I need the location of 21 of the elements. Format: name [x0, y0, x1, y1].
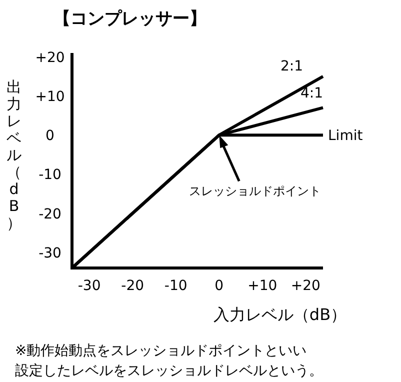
x-tick-label: +20 — [290, 278, 320, 294]
x-axis-title: 入力レベル（dB） — [213, 305, 347, 324]
text: 設定したレベルをスレッショルドレベルという。 — [15, 363, 323, 379]
y-tick-label: -10 — [38, 167, 62, 184]
x-tick-label: 0 — [214, 278, 224, 294]
series-label: 2:1 — [280, 58, 303, 74]
text: 出力レベル（dB） — [6, 78, 22, 232]
y-tick-label: +20 — [35, 50, 65, 66]
chart-title: 【コンプレッサー】 — [54, 9, 206, 29]
series-label: 4:1 — [300, 86, 323, 102]
y-tick-label: -20 — [38, 206, 62, 222]
y-tick-label: +10 — [35, 89, 65, 105]
x-tick-label: -20 — [121, 278, 144, 294]
y-tick-label: 0 — [46, 128, 54, 144]
x-tick-label: +10 — [248, 278, 278, 294]
x-tick-label: -30 — [78, 278, 101, 294]
text: ※動作始動点をスレッショルドポイントといい — [15, 343, 307, 359]
x-tick-label: -10 — [164, 278, 188, 294]
y-tick-label: -30 — [38, 245, 62, 262]
annotation: スレッショルドポイント — [189, 184, 322, 198]
series-label: Limit — [328, 128, 364, 144]
